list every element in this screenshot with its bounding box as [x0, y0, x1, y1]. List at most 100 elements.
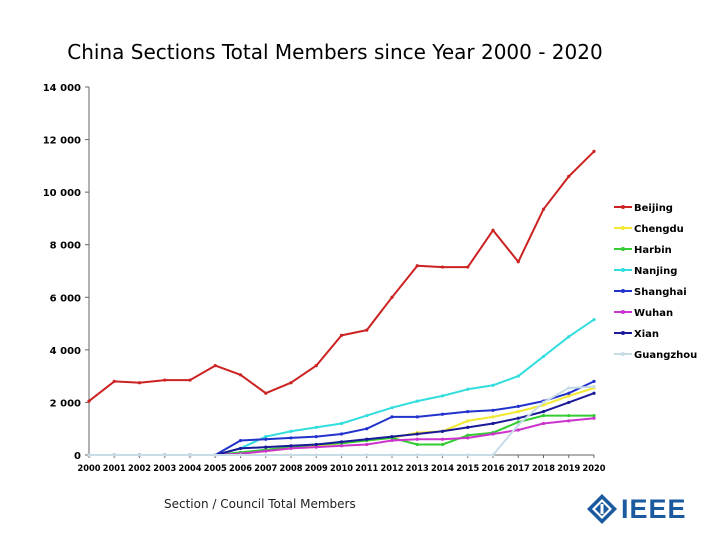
data-point-beijing	[112, 379, 116, 383]
legend-marker-guangzhou	[621, 352, 625, 356]
data-point-shanghai	[567, 391, 571, 395]
data-point-beijing	[365, 328, 369, 332]
ieee-logo: IEEE	[586, 493, 687, 525]
data-point-xian	[567, 400, 571, 405]
data-point-wuhan	[415, 437, 419, 441]
data-point-wuhan	[264, 449, 268, 453]
data-point-guangzhou	[314, 453, 318, 457]
data-point-xian	[415, 432, 419, 436]
data-point-beijing	[567, 174, 571, 178]
y-tick-label: 0	[74, 451, 81, 462]
x-tick-label: 2003	[153, 464, 176, 474]
data-point-beijing	[213, 364, 217, 368]
data-point-shanghai	[264, 437, 268, 441]
data-point-beijing	[87, 399, 91, 403]
data-point-wuhan	[541, 421, 546, 426]
data-point-xian	[491, 421, 495, 426]
data-point-xian	[466, 425, 470, 429]
data-point-nanjing	[415, 399, 419, 403]
data-point-beijing	[592, 149, 596, 153]
x-tick-label: 2011	[355, 464, 378, 474]
data-point-xian	[238, 446, 243, 451]
x-tick-label: 2019	[557, 464, 580, 474]
data-point-wuhan	[314, 445, 318, 449]
data-point-guangzhou	[112, 453, 116, 457]
data-point-guangzhou	[365, 453, 369, 457]
data-point-beijing	[188, 378, 192, 382]
x-tick-label: 2009	[305, 464, 328, 474]
data-point-shanghai	[466, 410, 470, 414]
data-point-nanjing	[541, 354, 546, 359]
x-tick-label: 2001	[103, 464, 126, 474]
y-tick-label: 2 000	[50, 398, 81, 409]
data-point-nanjing	[365, 413, 369, 418]
data-point-shanghai	[592, 379, 596, 383]
data-point-wuhan	[491, 432, 495, 436]
data-point-nanjing	[339, 421, 344, 426]
x-tick-label: 2004	[179, 464, 202, 474]
data-point-nanjing	[440, 394, 445, 398]
data-point-nanjing	[567, 335, 571, 339]
data-point-chengdu	[491, 415, 495, 419]
legend-marker-shanghai	[621, 289, 625, 293]
data-point-beijing	[314, 364, 318, 368]
data-point-xian	[541, 410, 546, 414]
data-point-harbin	[415, 442, 419, 447]
data-point-beijing	[491, 228, 495, 232]
data-point-beijing	[238, 373, 243, 377]
data-point-nanjing	[592, 318, 596, 322]
x-tick-label: 2012	[381, 464, 404, 474]
data-point-wuhan	[466, 436, 470, 440]
data-point-guangzhou	[390, 453, 394, 457]
data-point-chengdu	[466, 419, 470, 423]
data-point-guangzhou	[87, 453, 91, 457]
data-point-guangzhou	[541, 400, 546, 405]
data-point-wuhan	[567, 419, 571, 423]
legend-label: Wuhan	[634, 308, 673, 319]
legend-label: Beijing	[634, 203, 673, 214]
data-point-beijing	[289, 381, 293, 385]
data-point-beijing	[390, 295, 394, 299]
data-point-beijing	[137, 381, 142, 385]
data-point-shanghai	[289, 436, 293, 440]
data-point-nanjing	[314, 425, 318, 429]
legend-marker-harbin	[621, 247, 625, 251]
x-tick-label: 2013	[406, 464, 429, 474]
data-point-wuhan	[390, 438, 394, 443]
data-point-chengdu	[516, 410, 520, 414]
data-point-beijing	[466, 265, 470, 269]
data-point-nanjing	[289, 429, 293, 433]
x-tick-label: 2007	[254, 464, 277, 474]
data-point-wuhan	[339, 444, 344, 448]
data-point-harbin	[567, 413, 571, 418]
data-point-guangzhou	[213, 453, 217, 457]
data-point-nanjing	[516, 374, 520, 378]
footer-caption: Section / Council Total Members	[164, 497, 356, 511]
data-point-xian	[592, 391, 596, 395]
data-point-nanjing	[466, 387, 470, 391]
data-point-nanjing	[491, 383, 495, 387]
data-point-guangzhou	[264, 453, 268, 457]
data-point-xian	[390, 435, 394, 439]
data-point-guangzhou	[163, 453, 167, 457]
line-chart: 0 2 000 4 000 6 000 8 000 10 000 12 000 14 000 2…	[43, 83, 698, 474]
y-tick-label: 14 000	[43, 83, 81, 94]
x-tick-label: 2000	[78, 464, 101, 474]
legend-marker-nanjing	[621, 268, 625, 272]
x-tick-label: 2008	[280, 464, 303, 474]
y-tick-label: 4 000	[50, 346, 81, 357]
data-point-harbin	[466, 433, 470, 437]
legend-marker-chengdu	[621, 226, 625, 230]
data-point-wuhan	[592, 416, 596, 420]
x-tick-label: 2006	[229, 464, 252, 474]
data-point-xian	[314, 442, 318, 447]
data-point-shanghai	[314, 435, 318, 439]
series-line-beijing	[88, 150, 595, 402]
data-point-wuhan	[365, 442, 369, 447]
data-point-beijing	[264, 391, 268, 395]
data-point-wuhan	[516, 428, 520, 432]
data-point-xian	[365, 437, 369, 441]
legend-marker-xian	[621, 331, 625, 335]
data-point-xian	[440, 429, 445, 433]
data-point-nanjing	[390, 406, 394, 410]
